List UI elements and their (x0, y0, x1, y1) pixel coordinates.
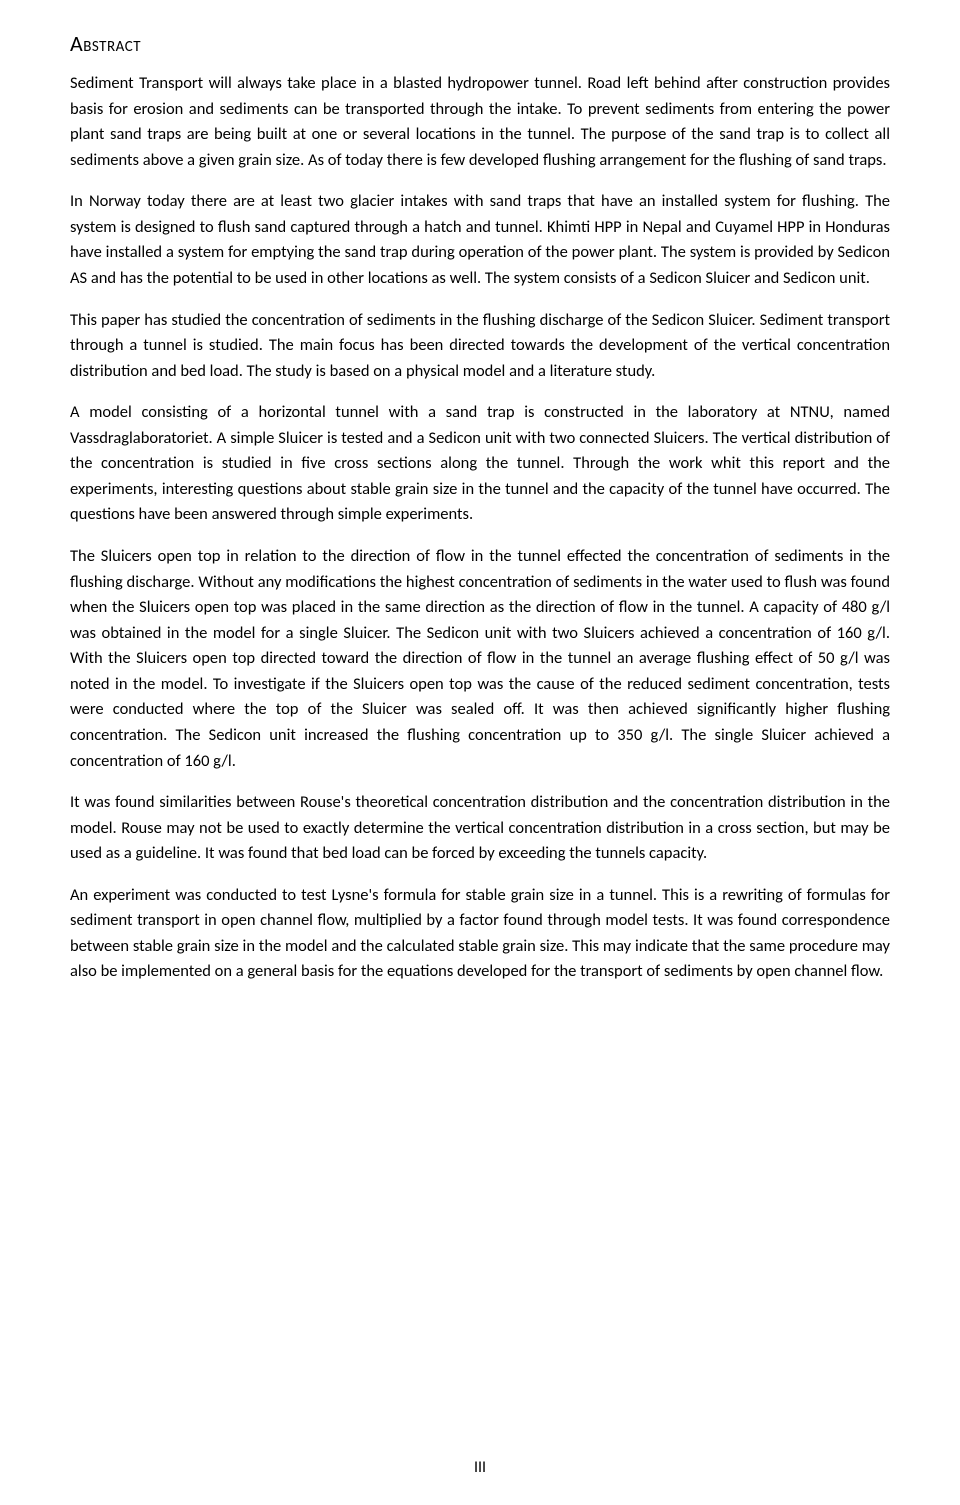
abstract-paragraph: An experiment was conducted to test Lysn… (70, 883, 890, 985)
abstract-paragraph: Sediment Transport will always take plac… (70, 71, 890, 173)
abstract-paragraph: A model consisting of a horizontal tunne… (70, 400, 890, 528)
abstract-paragraph: The Sluicers open top in relation to the… (70, 544, 890, 774)
abstract-paragraph: This paper has studied the concentration… (70, 308, 890, 385)
abstract-paragraph: In Norway today there are at least two g… (70, 189, 890, 291)
page-number: III (0, 1458, 960, 1477)
abstract-paragraph: It was found similarities between Rouse'… (70, 790, 890, 867)
abstract-heading: Abstract (70, 30, 890, 57)
